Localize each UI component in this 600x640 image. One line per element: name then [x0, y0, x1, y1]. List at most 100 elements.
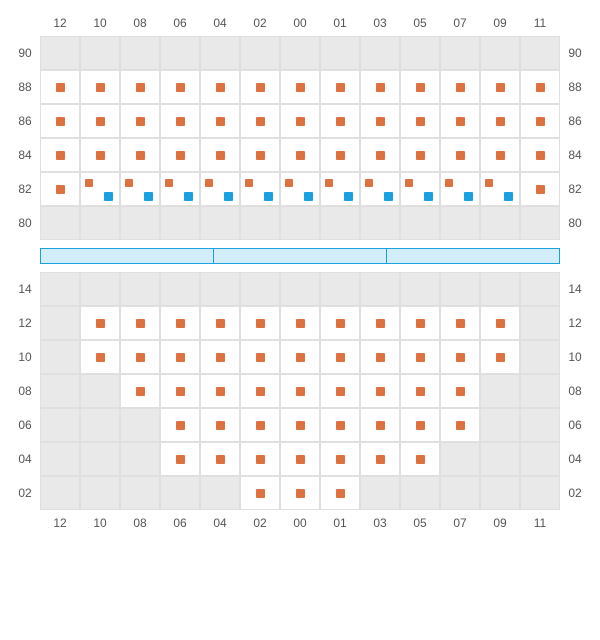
seat-cell[interactable]: [440, 138, 480, 172]
seat-cell[interactable]: [240, 340, 280, 374]
seat-cell[interactable]: [120, 374, 160, 408]
seat-cell[interactable]: [520, 138, 560, 172]
seat-cell[interactable]: [320, 408, 360, 442]
seat-cell[interactable]: [480, 172, 520, 206]
seat-cell[interactable]: [240, 408, 280, 442]
seat-cell[interactable]: [360, 306, 400, 340]
seat-cell[interactable]: [480, 104, 520, 138]
seat-cell[interactable]: [200, 172, 240, 206]
seat-cell[interactable]: [280, 442, 320, 476]
seat-cell[interactable]: [240, 104, 280, 138]
seat-cell[interactable]: [240, 70, 280, 104]
seat-cell[interactable]: [360, 138, 400, 172]
seat-cell[interactable]: [40, 172, 80, 206]
seat-cell[interactable]: [200, 70, 240, 104]
seat-cell[interactable]: [520, 70, 560, 104]
seat-cell[interactable]: [400, 104, 440, 138]
seat-cell[interactable]: [480, 306, 520, 340]
seat-cell[interactable]: [120, 70, 160, 104]
seat-cell[interactable]: [160, 138, 200, 172]
seat-cell[interactable]: [240, 442, 280, 476]
seat-cell[interactable]: [200, 408, 240, 442]
seat-cell[interactable]: [280, 340, 320, 374]
seat-cell[interactable]: [400, 442, 440, 476]
seat-cell[interactable]: [360, 70, 400, 104]
seat-cell[interactable]: [120, 340, 160, 374]
seat-cell[interactable]: [40, 104, 80, 138]
seat-cell[interactable]: [200, 374, 240, 408]
seat-cell[interactable]: [280, 70, 320, 104]
seat-cell[interactable]: [440, 306, 480, 340]
seat-cell[interactable]: [160, 442, 200, 476]
seat-cell[interactable]: [360, 442, 400, 476]
seat-cell[interactable]: [280, 138, 320, 172]
seat-cell[interactable]: [360, 408, 400, 442]
seat-cell[interactable]: [440, 408, 480, 442]
seat-cell[interactable]: [320, 70, 360, 104]
seat-cell[interactable]: [520, 104, 560, 138]
seat-cell[interactable]: [360, 374, 400, 408]
seat-cell[interactable]: [440, 374, 480, 408]
seat-cell[interactable]: [440, 172, 480, 206]
seat-cell[interactable]: [400, 306, 440, 340]
seat-cell[interactable]: [400, 374, 440, 408]
seat-cell[interactable]: [320, 306, 360, 340]
seat-cell[interactable]: [80, 172, 120, 206]
seat-cell[interactable]: [200, 138, 240, 172]
seat-cell[interactable]: [200, 442, 240, 476]
seat-cell[interactable]: [520, 172, 560, 206]
seat-cell[interactable]: [320, 374, 360, 408]
seat-cell[interactable]: [280, 172, 320, 206]
seat-cell[interactable]: [400, 70, 440, 104]
seat-cell[interactable]: [40, 138, 80, 172]
seat-cell[interactable]: [160, 408, 200, 442]
seat-cell[interactable]: [400, 408, 440, 442]
seat-cell[interactable]: [160, 172, 200, 206]
seat-cell[interactable]: [480, 340, 520, 374]
seat-cell[interactable]: [120, 138, 160, 172]
seat-cell[interactable]: [200, 306, 240, 340]
seat-cell[interactable]: [80, 138, 120, 172]
seat-cell[interactable]: [120, 104, 160, 138]
seat-cell[interactable]: [240, 172, 280, 206]
seat-cell[interactable]: [160, 306, 200, 340]
seat-cell[interactable]: [280, 408, 320, 442]
seat-cell[interactable]: [80, 340, 120, 374]
seat-cell[interactable]: [160, 374, 200, 408]
seat-cell[interactable]: [320, 476, 360, 510]
seat-cell[interactable]: [160, 70, 200, 104]
seat-cell[interactable]: [400, 172, 440, 206]
seat-cell[interactable]: [280, 374, 320, 408]
seat-cell[interactable]: [280, 104, 320, 138]
seat-cell[interactable]: [280, 476, 320, 510]
seat-cell[interactable]: [120, 172, 160, 206]
seat-cell[interactable]: [160, 104, 200, 138]
seat-cell[interactable]: [160, 340, 200, 374]
seat-cell[interactable]: [360, 340, 400, 374]
seat-cell[interactable]: [360, 104, 400, 138]
seat-cell[interactable]: [80, 70, 120, 104]
seat-cell[interactable]: [400, 138, 440, 172]
seat-cell[interactable]: [440, 340, 480, 374]
seat-cell[interactable]: [320, 340, 360, 374]
seat-cell[interactable]: [240, 476, 280, 510]
seat-cell[interactable]: [280, 306, 320, 340]
seat-cell[interactable]: [320, 104, 360, 138]
seat-cell[interactable]: [320, 138, 360, 172]
seat-cell[interactable]: [320, 442, 360, 476]
seat-cell[interactable]: [440, 104, 480, 138]
seat-cell[interactable]: [200, 340, 240, 374]
seat-cell[interactable]: [480, 138, 520, 172]
seat-cell[interactable]: [240, 374, 280, 408]
seat-cell[interactable]: [120, 306, 160, 340]
seat-cell[interactable]: [440, 70, 480, 104]
seat-cell[interactable]: [320, 172, 360, 206]
seat-cell[interactable]: [80, 306, 120, 340]
seat-cell[interactable]: [40, 70, 80, 104]
seat-cell[interactable]: [480, 70, 520, 104]
seat-cell[interactable]: [240, 306, 280, 340]
seat-cell[interactable]: [200, 104, 240, 138]
seat-cell[interactable]: [80, 104, 120, 138]
seat-cell[interactable]: [400, 340, 440, 374]
seat-cell[interactable]: [240, 138, 280, 172]
